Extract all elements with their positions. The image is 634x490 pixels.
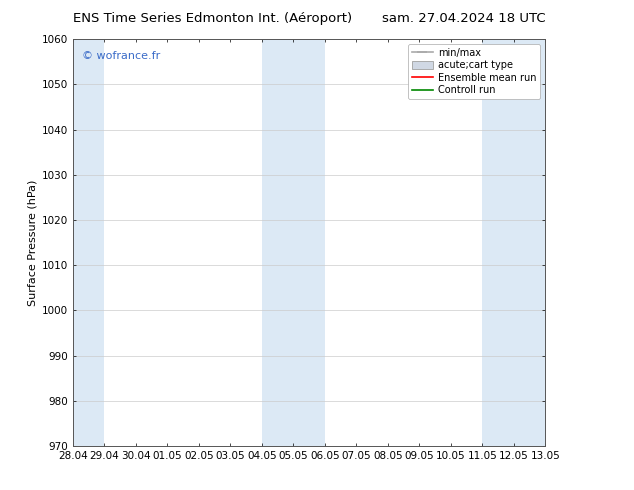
Bar bbox=[482, 39, 545, 446]
Bar bbox=[262, 39, 325, 446]
Text: © wofrance.fr: © wofrance.fr bbox=[82, 51, 160, 61]
Legend: min/max, acute;cart type, Ensemble mean run, Controll run: min/max, acute;cart type, Ensemble mean … bbox=[408, 44, 540, 99]
Bar bbox=[73, 39, 105, 446]
Text: ENS Time Series Edmonton Int. (Aéroport): ENS Time Series Edmonton Int. (Aéroport) bbox=[73, 12, 352, 25]
Y-axis label: Surface Pressure (hPa): Surface Pressure (hPa) bbox=[28, 179, 37, 306]
Text: sam. 27.04.2024 18 UTC: sam. 27.04.2024 18 UTC bbox=[382, 12, 545, 25]
